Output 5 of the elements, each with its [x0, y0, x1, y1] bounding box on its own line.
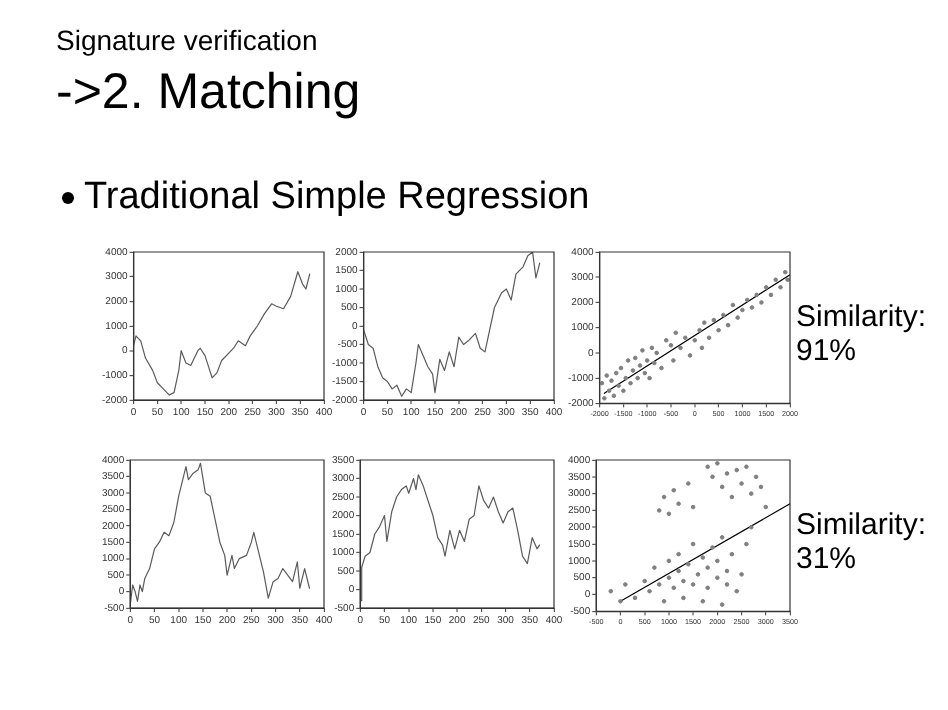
text: ->2. Matching	[56, 64, 361, 122]
text: Traditional Simple Regression	[84, 176, 590, 220]
text: Similarity: 91%	[796, 300, 929, 368]
text: Signature verification	[56, 24, 318, 56]
text: Similarity: 31%	[796, 508, 929, 576]
